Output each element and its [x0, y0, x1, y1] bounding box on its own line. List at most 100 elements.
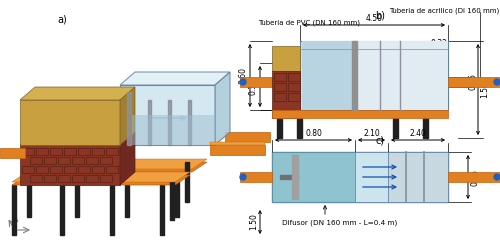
Bar	[148, 100, 151, 145]
Bar	[175, 172, 179, 217]
Bar	[106, 166, 118, 173]
Bar	[170, 175, 174, 220]
Bar	[277, 118, 282, 138]
Bar	[288, 73, 300, 81]
Bar	[106, 148, 118, 155]
Bar	[64, 148, 76, 155]
Bar	[110, 185, 114, 235]
Polygon shape	[30, 159, 207, 169]
Polygon shape	[120, 87, 135, 145]
Bar	[185, 162, 189, 202]
Polygon shape	[225, 132, 270, 142]
Bar	[75, 172, 79, 217]
Bar	[44, 157, 56, 164]
Text: 1.50: 1.50	[480, 81, 489, 98]
Bar	[388, 152, 448, 202]
Bar	[188, 100, 191, 145]
Bar	[60, 185, 64, 235]
Text: 0.30: 0.30	[249, 78, 258, 95]
Bar	[160, 185, 164, 235]
Bar	[280, 175, 298, 179]
Bar	[92, 148, 104, 155]
Bar	[78, 166, 90, 173]
Bar	[240, 172, 272, 182]
Bar	[240, 77, 272, 87]
Bar	[274, 93, 286, 101]
Polygon shape	[131, 115, 215, 145]
Bar	[288, 93, 300, 101]
Circle shape	[240, 174, 246, 180]
Bar	[72, 175, 84, 182]
Polygon shape	[215, 72, 230, 145]
Text: a): a)	[57, 14, 67, 24]
Bar	[302, 41, 355, 110]
Bar	[168, 100, 171, 145]
Polygon shape	[120, 72, 230, 85]
Bar	[297, 118, 302, 138]
Bar	[100, 175, 112, 182]
Text: 0.80: 0.80	[305, 129, 322, 138]
Bar	[272, 152, 355, 202]
Bar	[50, 148, 62, 155]
Bar	[44, 175, 56, 182]
Polygon shape	[20, 132, 135, 145]
Polygon shape	[12, 175, 190, 185]
Polygon shape	[20, 87, 135, 100]
Bar	[272, 71, 300, 118]
Bar	[78, 148, 90, 155]
Bar	[300, 41, 448, 110]
Bar	[22, 166, 34, 173]
Polygon shape	[12, 172, 190, 182]
Bar	[274, 73, 286, 81]
Bar	[30, 175, 42, 182]
Bar	[36, 166, 48, 173]
Bar	[72, 157, 84, 164]
Bar	[30, 157, 42, 164]
Text: 0.60: 0.60	[239, 67, 248, 84]
Bar	[448, 77, 500, 87]
Bar	[288, 83, 300, 91]
Bar	[272, 46, 300, 71]
Bar	[100, 157, 112, 164]
Polygon shape	[120, 85, 215, 145]
Text: b): b)	[375, 10, 385, 20]
Bar	[12, 185, 16, 235]
Bar	[58, 175, 70, 182]
Polygon shape	[20, 100, 120, 145]
Bar	[274, 83, 286, 91]
Polygon shape	[210, 142, 265, 145]
Bar	[64, 166, 76, 173]
Polygon shape	[30, 162, 207, 172]
Circle shape	[240, 79, 246, 85]
Text: c): c)	[376, 135, 384, 145]
Bar	[27, 172, 31, 217]
Circle shape	[494, 174, 500, 180]
Text: Difusor (DN 160 mm - L=0.4 m): Difusor (DN 160 mm - L=0.4 m)	[282, 219, 397, 225]
Polygon shape	[120, 132, 135, 185]
Bar	[272, 110, 448, 118]
Bar	[393, 118, 398, 138]
Bar	[352, 41, 357, 110]
Bar	[86, 175, 98, 182]
Polygon shape	[0, 148, 25, 158]
Text: 0.32: 0.32	[430, 39, 448, 48]
Bar	[125, 172, 129, 217]
Bar	[86, 157, 98, 164]
Text: 2.40: 2.40	[410, 129, 426, 138]
Bar	[357, 41, 448, 110]
Text: 1.50: 1.50	[249, 214, 258, 231]
Text: Tuberia de PVC (DN 160 mm): Tuberia de PVC (DN 160 mm)	[258, 20, 360, 26]
Bar	[127, 92, 131, 145]
Text: 2.10: 2.10	[363, 129, 380, 138]
Bar	[292, 155, 298, 199]
Text: 0.16: 0.16	[468, 74, 477, 90]
Bar	[355, 152, 388, 202]
Polygon shape	[20, 145, 120, 185]
Bar	[448, 172, 500, 182]
Bar	[36, 148, 48, 155]
Polygon shape	[210, 145, 265, 155]
Circle shape	[494, 79, 500, 85]
Bar	[22, 148, 34, 155]
Text: 4.50: 4.50	[366, 14, 382, 23]
Bar	[272, 152, 448, 202]
